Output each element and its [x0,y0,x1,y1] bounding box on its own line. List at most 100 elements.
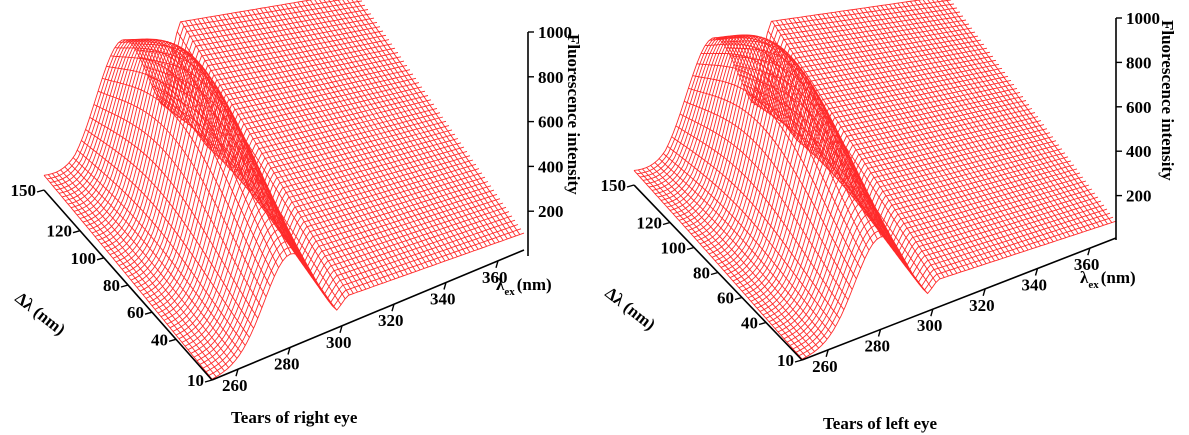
y-tick [96,257,105,261]
x-tick-label: 260 [222,376,248,395]
surface-line [699,47,1015,245]
surface-line [180,21,350,296]
z-tick-label: 600 [538,113,564,132]
surface-line [801,220,1117,360]
surface-line [705,53,1021,251]
surface-line [777,187,1093,333]
surface-line [795,212,1111,353]
surface-line [747,122,1063,299]
surface-line [876,5,1046,245]
surface-line [690,41,1006,235]
surface-line [185,20,354,294]
surface-line [55,9,369,191]
surface-line [356,0,521,235]
surface-line [142,102,456,296]
surface-line [201,17,371,288]
surface-line [280,4,450,260]
x-axis-label: λex (nm) [496,275,552,298]
surface-line [663,153,832,334]
surface-line [786,200,1102,343]
surface-line [783,196,1099,340]
surface-line [859,8,1029,251]
surface-line [726,82,1042,275]
surface-mesh [633,0,1117,360]
y-tick-label: 80 [693,264,710,283]
x-tick [1087,247,1091,256]
surface-line [905,1,1075,236]
surface-line [774,181,1090,329]
surface-line [346,0,512,238]
surface-line [750,128,1066,302]
x-tick [930,308,934,317]
x-tick [287,347,291,355]
surface-line [127,76,441,277]
surface-mesh [43,0,525,380]
surface-line [197,18,367,290]
surface-line [660,31,976,201]
surface-line [46,0,342,180]
z-tick-label: 800 [1126,53,1152,72]
y-tick-label: 60 [127,303,144,322]
surface-line [112,57,426,259]
surface-line [102,77,271,287]
x-tick [825,349,829,358]
surface-line [889,4,1058,241]
surface-line [89,117,259,319]
surface-line [68,162,238,359]
surface-line [809,15,979,267]
surface-line [130,81,444,281]
surface-line [714,63,1030,262]
surface-line [796,17,966,271]
surface-line [945,0,1113,223]
x-tick [391,303,395,312]
surface-line [61,17,375,198]
surface-line [730,55,899,250]
surface-line [901,2,1071,237]
y-tick [36,189,45,193]
surface-line [771,174,1087,326]
surface-line [156,94,325,296]
surface-line [688,87,857,280]
surface-line [880,5,1050,244]
surface-line [176,31,346,299]
surface-line [168,69,338,311]
surface-line [272,6,442,263]
surface-line [834,11,1004,259]
y-tick [144,311,153,315]
z-tick-label: 1000 [538,23,572,42]
x-tick [982,288,986,297]
surface-line [671,136,841,319]
surface-line [72,157,242,353]
surface-line [789,204,1105,346]
x-tick-label: 260 [812,357,838,376]
y-axis-label: Δλ (nm) [602,283,660,334]
surface-line [744,116,1060,295]
surface-line [817,14,987,264]
surface-line [684,100,853,290]
surface-line [768,167,1084,323]
x-tick [339,325,343,334]
caption-left-eye: Tears of left eye [823,414,938,433]
surface-line [100,47,414,245]
x-tick [1034,268,1039,276]
surface-line [64,21,378,201]
y-axis-label: Δλ (nm) [12,288,70,339]
z-tick-label: 600 [1126,98,1152,117]
surface-line [738,74,908,265]
surface-line [70,30,384,209]
surface-line [637,169,807,358]
surface-line [813,14,983,266]
surface-plot-left-eye: 200 400 600 800 1000 10 40 60 80 100 120 150 260 280 3… [601,0,1177,376]
y-tick [710,271,719,276]
y-tick-label: 100 [71,249,97,268]
surface-line [663,34,979,205]
surface-line [654,23,970,195]
surface-line [239,11,408,275]
surface-line [847,10,1016,255]
y-tick [758,321,767,326]
surface-line [118,64,432,266]
z-tick-label: 200 [538,202,564,221]
surface-line [780,19,949,277]
surface-line [927,0,1096,229]
surface-line [729,87,1045,279]
